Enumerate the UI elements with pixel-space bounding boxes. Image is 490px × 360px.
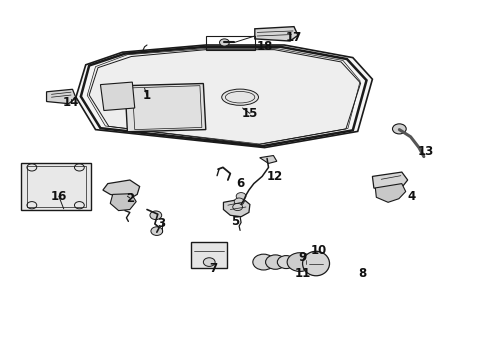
- Circle shape: [277, 256, 295, 269]
- Ellipse shape: [303, 251, 330, 276]
- Text: 1: 1: [143, 89, 151, 102]
- Text: 14: 14: [63, 96, 79, 109]
- Circle shape: [151, 227, 163, 235]
- Circle shape: [150, 211, 162, 220]
- Polygon shape: [375, 184, 406, 202]
- Circle shape: [392, 124, 406, 134]
- Polygon shape: [223, 199, 250, 217]
- Polygon shape: [125, 84, 206, 132]
- Text: 2: 2: [126, 192, 134, 204]
- Circle shape: [236, 193, 246, 200]
- Polygon shape: [100, 82, 135, 111]
- Polygon shape: [255, 27, 298, 41]
- Circle shape: [266, 255, 285, 269]
- Text: 5: 5: [231, 215, 239, 228]
- Circle shape: [233, 203, 243, 211]
- Text: 10: 10: [310, 244, 327, 257]
- Polygon shape: [21, 163, 91, 210]
- Polygon shape: [260, 156, 277, 163]
- Text: 13: 13: [418, 145, 435, 158]
- Circle shape: [220, 39, 229, 46]
- Polygon shape: [87, 49, 360, 144]
- Text: 8: 8: [359, 267, 367, 280]
- Text: 17: 17: [286, 31, 302, 44]
- Text: 7: 7: [209, 262, 217, 275]
- Text: 4: 4: [408, 190, 416, 203]
- Ellipse shape: [221, 89, 259, 105]
- Text: 11: 11: [294, 267, 311, 280]
- Circle shape: [287, 253, 313, 271]
- Text: 15: 15: [242, 107, 258, 120]
- Text: 18: 18: [256, 40, 273, 53]
- Text: 3: 3: [158, 217, 166, 230]
- Polygon shape: [110, 194, 136, 211]
- Polygon shape: [47, 89, 76, 104]
- Polygon shape: [76, 45, 372, 148]
- Text: 16: 16: [50, 190, 67, 203]
- FancyBboxPatch shape: [191, 242, 227, 268]
- Text: 9: 9: [299, 251, 307, 264]
- Polygon shape: [103, 180, 140, 199]
- Circle shape: [203, 258, 215, 266]
- Text: 12: 12: [266, 170, 283, 183]
- Text: 6: 6: [236, 177, 244, 190]
- Circle shape: [234, 198, 244, 205]
- Circle shape: [253, 254, 274, 270]
- Polygon shape: [372, 172, 408, 193]
